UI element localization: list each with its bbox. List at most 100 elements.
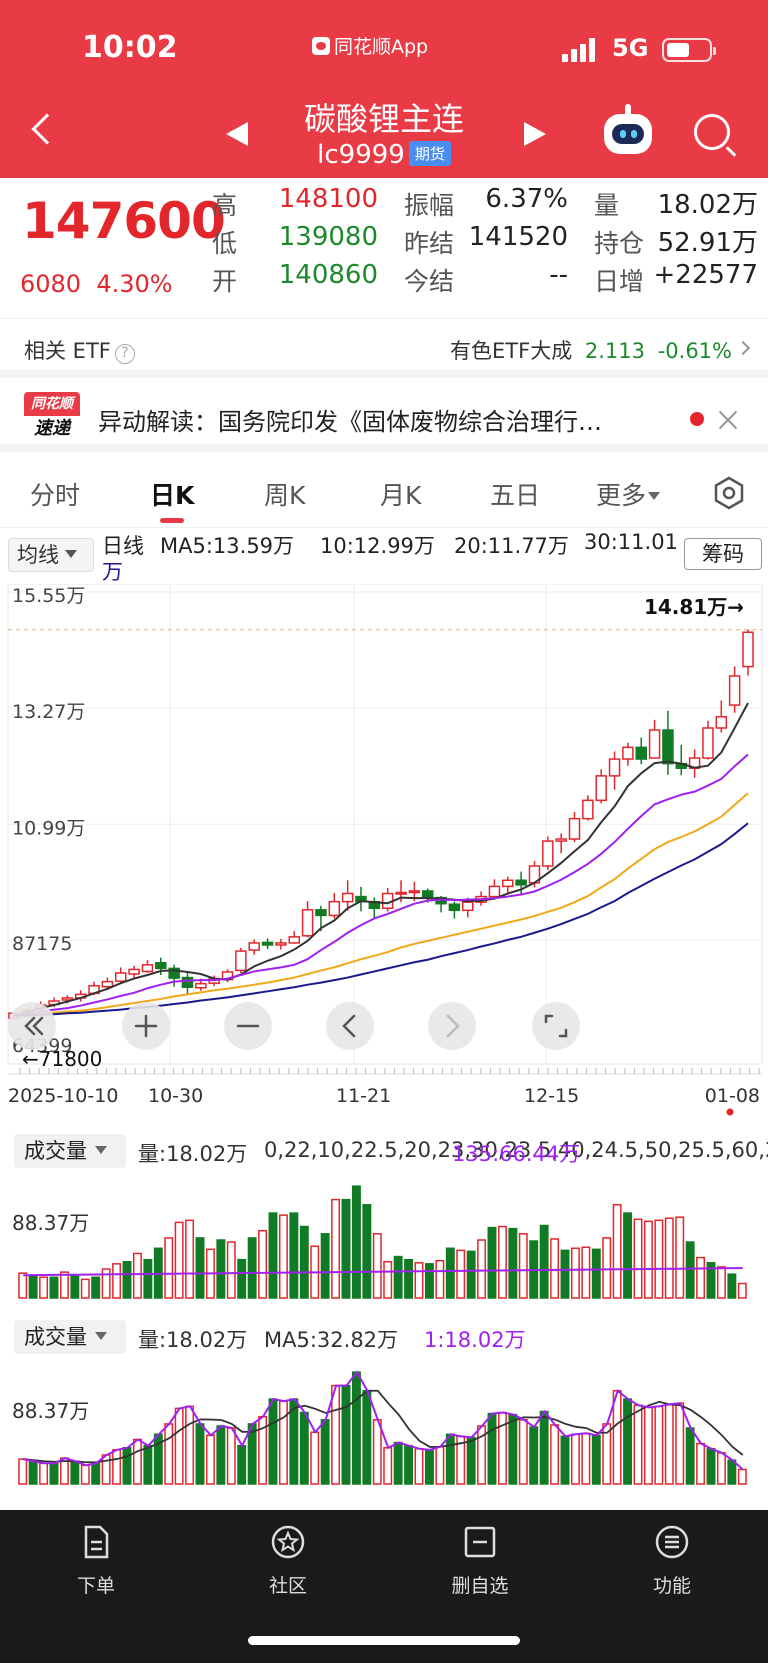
document-icon: [84, 1525, 109, 1559]
volume-bar-2: [39, 1462, 49, 1485]
volume-bar-2: [39, 1276, 49, 1299]
volume-bar-12: [143, 1444, 153, 1485]
volume-bar-32: [351, 1185, 361, 1299]
volume-bar-6: [80, 1278, 90, 1299]
related-etf-row[interactable]: 相关 ETF? 有色ETF大成 2.113 -0.61%: [0, 318, 768, 378]
help-icon[interactable]: ?: [114, 344, 135, 364]
etf-name: 有色ETF大成: [450, 339, 573, 363]
volume-bar-51: [550, 1238, 560, 1299]
volume-select-2[interactable]: 成交量: [14, 1320, 126, 1354]
hexagon-settings-icon[interactable]: [712, 476, 746, 510]
fullscreen-button[interactable]: [532, 1002, 580, 1050]
etf-quote[interactable]: 有色ETF大成 2.113 -0.61%: [444, 335, 732, 365]
volume-bar-12: [143, 1258, 153, 1299]
candle-body-4: [61, 997, 74, 1001]
candle-9: [128, 965, 140, 979]
volume-bar-46: [497, 1225, 507, 1299]
nav-functions[interactable]: 功能: [612, 1524, 732, 1598]
volume-bar-66: [706, 1262, 716, 1299]
volume-bar-44: [477, 1239, 487, 1299]
volume-bar-5: [70, 1460, 80, 1485]
volume-bar-1: [28, 1460, 38, 1485]
volume-ma5-line: [23, 1389, 744, 1464]
contract-code: lc9999 期货: [240, 140, 528, 170]
nav-community[interactable]: 社区: [228, 1524, 348, 1598]
tab-more-label: 更多: [596, 481, 647, 510]
tab-intraday[interactable]: 分时: [30, 481, 81, 510]
etf-price: 2.113: [584, 339, 646, 363]
volume-bar-25: [278, 1214, 288, 1299]
candle-body-42: [568, 817, 581, 840]
fullscreen-corner-b: [558, 1028, 568, 1038]
news-banner[interactable]: 同花顺 速递 异动解读：国务院印发《固体废物综合治理行…: [0, 386, 768, 452]
back-arrow-icon[interactable]: [31, 113, 63, 145]
volume-bar-60: [643, 1406, 653, 1485]
kline-chart[interactable]: 15.55万13.27万10.99万871756439914.81万→←7180…: [0, 584, 768, 1134]
pan-left-button[interactable]: [326, 1002, 374, 1050]
volume-bar-43: [466, 1250, 476, 1299]
minus-square-icon: [464, 1526, 496, 1558]
volume-bar-62: [664, 1403, 674, 1485]
volume-chart-2[interactable]: 88.37万: [0, 1356, 768, 1486]
volume-bar-61: [654, 1405, 664, 1485]
related-etf-label: 相关 ETF?: [24, 335, 135, 365]
volume-ma-colored-2: 1:18.02万: [424, 1328, 526, 1352]
volume-select-1[interactable]: 成交量: [14, 1134, 126, 1168]
tab-more[interactable]: 更多: [596, 476, 661, 512]
volume-bar-52: [560, 1249, 570, 1299]
volume-bar-21: [237, 1258, 247, 1299]
tab-weekly-k[interactable]: 周K: [264, 481, 306, 510]
candle-19: [261, 938, 274, 950]
pan-right-button[interactable]: [428, 1002, 476, 1050]
prev-contract-icon[interactable]: [226, 122, 248, 146]
tab-monthly-k[interactable]: 月K: [380, 481, 422, 510]
next-contract-icon[interactable]: [524, 122, 546, 146]
candle-41: [555, 833, 567, 854]
volume-y-label-2: 88.37万: [12, 1399, 89, 1423]
volume-bar-50: [539, 1410, 549, 1485]
volume-select-label-1: 成交量: [24, 1139, 87, 1163]
home-indicator: [248, 1636, 520, 1645]
stat-label-low: 低: [212, 229, 238, 258]
ma-select[interactable]: 均线: [8, 538, 94, 572]
nav-order[interactable]: 下单: [36, 1524, 156, 1598]
robot-assistant-icon[interactable]: [604, 114, 652, 154]
candle-body-8: [115, 972, 127, 982]
news-headline[interactable]: 异动解读：国务院印发《固体废物综合治理行…: [98, 408, 602, 436]
stat-label-volume: 量: [594, 191, 620, 220]
volume-bar-30: [331, 1384, 341, 1485]
tab-five-day[interactable]: 五日: [490, 481, 541, 510]
volume-bar-37: [404, 1258, 414, 1299]
volume-bar-57: [612, 1390, 622, 1485]
volume-bar-30: [331, 1198, 341, 1299]
stat-value-settle: --: [549, 260, 568, 290]
volume-value-1: 量:18.02万: [138, 1142, 248, 1166]
volume-ma-2: MA5:32.82万: [264, 1328, 399, 1352]
candle-28: [381, 887, 394, 912]
tab-daily-k[interactable]: 日K: [150, 481, 195, 510]
volume-bar-67: [716, 1266, 726, 1299]
ma10-value: 10:12.99万: [320, 534, 435, 558]
volume-chart-1[interactable]: 88.37万: [0, 1170, 768, 1300]
search-icon[interactable]: [694, 114, 730, 150]
rewind-chevron-b: [32, 1016, 44, 1036]
stat-label-open-interest: 持仓: [594, 229, 645, 258]
pan-right-icon: [428, 1002, 476, 1050]
chip-button[interactable]: 筹码: [684, 538, 762, 570]
volume-bar-66: [706, 1448, 716, 1485]
candle-body-17: [235, 950, 247, 972]
stat-value-low: 139080: [278, 222, 378, 252]
volume-bar-59: [633, 1218, 643, 1299]
volume-bar-24: [268, 1398, 278, 1485]
news-logo: 同花顺 速递: [24, 392, 80, 442]
rewind-left-button[interactable]: [8, 1002, 56, 1050]
close-icon[interactable]: [716, 408, 740, 432]
contract-code-text: lc9999: [317, 140, 405, 170]
volume-bar-48: [518, 1233, 528, 1299]
candle-body-18: [248, 942, 260, 951]
volume-bar-64: [685, 1427, 695, 1485]
nav-remove-watchlist[interactable]: 删自选: [420, 1524, 540, 1598]
volume-bar-68: [727, 1273, 737, 1299]
volume-bar-8: [101, 1268, 111, 1299]
